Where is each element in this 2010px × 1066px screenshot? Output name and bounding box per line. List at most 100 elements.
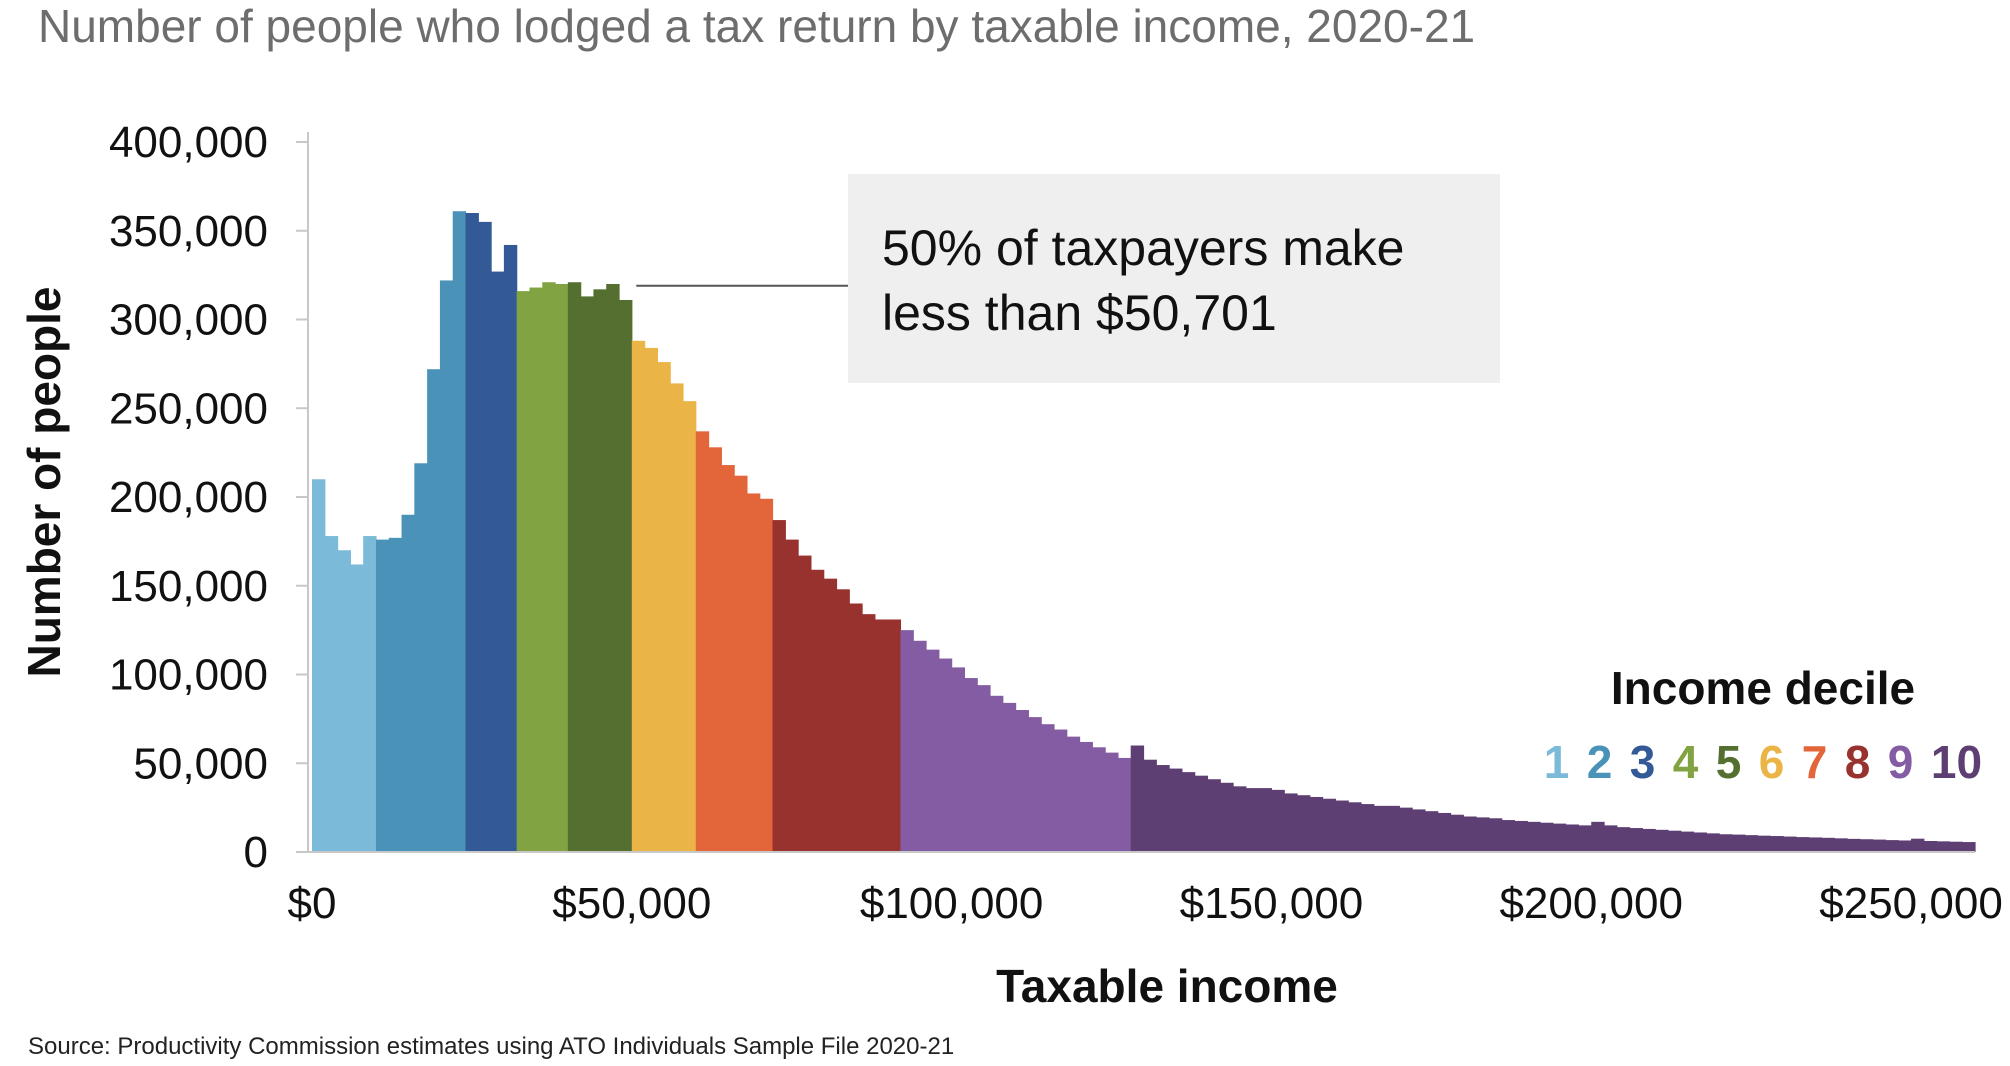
histogram-bar-110 <box>1719 834 1733 852</box>
histogram-bar-64 <box>1130 745 1145 852</box>
histogram-bar-128 <box>1949 841 1963 852</box>
y-tick-label-7: 350,000 <box>109 207 268 256</box>
source-note: Source: Productivity Commission estimate… <box>28 1033 954 1060</box>
legend-item-7: 7 <box>1802 736 1828 788</box>
histogram-bar-107 <box>1680 831 1695 852</box>
histogram-bar-122 <box>1872 839 1887 852</box>
histogram-bar-22 <box>593 289 607 852</box>
histogram-bar-91 <box>1476 817 1490 852</box>
x-tick-label-0: $0 <box>288 879 337 928</box>
histogram-bar-73 <box>1245 788 1260 852</box>
y-axis-title: Number of people <box>18 286 70 677</box>
histogram-bar-54 <box>1002 702 1017 852</box>
histogram-bar-113 <box>1757 835 1771 852</box>
histogram-bar-121 <box>1859 839 1874 852</box>
histogram-bar-105 <box>1655 829 1669 852</box>
histogram-bar-125 <box>1911 838 1925 852</box>
histogram-bar-95 <box>1527 821 1541 852</box>
histogram-bar-51 <box>964 678 978 852</box>
histogram-bar-90 <box>1463 816 1477 852</box>
histogram-bar-57 <box>1041 724 1055 852</box>
histogram-bar-97 <box>1552 823 1567 852</box>
legend-item-3: 3 <box>1630 736 1656 788</box>
legend-item-2: 2 <box>1587 736 1613 788</box>
histogram-bar-80 <box>1335 800 1349 852</box>
histogram-bar-35 <box>759 498 774 852</box>
histogram-bar-8 <box>414 463 428 852</box>
histogram-bar-93 <box>1501 820 1516 852</box>
histogram-bar-42 <box>849 603 863 852</box>
histogram-bar-48 <box>926 649 940 852</box>
y-tick-label-4: 200,000 <box>109 473 268 522</box>
histogram-bar-5 <box>375 539 390 852</box>
histogram-bar-85 <box>1399 807 1413 852</box>
histogram-bar-114 <box>1770 836 1784 852</box>
y-tick-label-6: 300,000 <box>109 296 268 345</box>
y-tick-label-2: 100,000 <box>109 651 268 700</box>
histogram-bar-16 <box>516 291 531 853</box>
histogram-bar-117 <box>1808 837 1823 852</box>
histogram-bar-24 <box>619 299 633 853</box>
histogram-bar-2 <box>337 550 351 852</box>
histogram-bar-111 <box>1731 834 1746 852</box>
histogram-bar-104 <box>1642 828 1656 852</box>
legend-title: Income decile <box>1611 662 1915 714</box>
y-tick-label-3: 150,000 <box>109 562 268 611</box>
histogram-bar-43 <box>862 614 876 852</box>
histogram-bar-20 <box>567 282 582 853</box>
histogram-bar-94 <box>1514 820 1528 852</box>
y-tick-label-1: 50,000 <box>133 739 268 788</box>
histogram-bar-27 <box>657 362 671 852</box>
histogram-bar-88 <box>1437 812 1452 852</box>
histogram-bar-36 <box>772 520 786 852</box>
x-tick-label-3: $150,000 <box>1180 879 1364 928</box>
legend-item-6: 6 <box>1759 736 1785 788</box>
histogram-bar-103 <box>1629 828 1643 852</box>
legend-item-10: 10 <box>1931 736 1982 788</box>
x-tick-label-4: $200,000 <box>1499 879 1683 928</box>
histogram-bar-102 <box>1616 827 1631 852</box>
histogram-bar-77 <box>1297 795 1311 852</box>
histogram-bar-15 <box>503 244 518 852</box>
histogram-bar-101 <box>1604 825 1618 852</box>
annotation-line-2: less than $50,701 <box>882 285 1277 341</box>
histogram-bar-47 <box>913 640 927 852</box>
histogram-bar-98 <box>1565 824 1580 852</box>
histogram-bar-69 <box>1194 775 1209 852</box>
histogram-bar-17 <box>529 287 543 852</box>
histogram-bar-79 <box>1322 798 1336 852</box>
histogram-bar-40 <box>823 578 838 852</box>
histogram-bar-72 <box>1233 786 1247 852</box>
histogram-bar-86 <box>1412 809 1426 852</box>
histogram-bar-49 <box>938 658 953 852</box>
histogram-bar-106 <box>1667 830 1682 852</box>
x-tick-label-5: $250,000 <box>1819 879 2003 928</box>
histogram-bar-129 <box>1962 842 1976 852</box>
histogram-bar-127 <box>1936 841 1951 852</box>
histogram-bar-46 <box>900 630 914 852</box>
histogram-bar-10 <box>439 280 454 852</box>
histogram-bar-11 <box>452 211 467 853</box>
histogram-bar-123 <box>1885 840 1899 852</box>
histogram-bar-39 <box>810 569 825 852</box>
legend-item-4: 4 <box>1673 736 1699 788</box>
histogram-bar-61 <box>1092 747 1106 852</box>
histogram-bar-37 <box>785 539 799 852</box>
histogram-bar-28 <box>670 383 684 852</box>
histogram-bar-59 <box>1066 736 1081 852</box>
histogram-bar-71 <box>1220 782 1234 852</box>
histogram-bar-87 <box>1424 811 1439 852</box>
legend-item-1: 1 <box>1544 736 1570 788</box>
histogram-bar-23 <box>606 284 620 852</box>
histogram-bar-55 <box>1015 710 1029 852</box>
histogram-bar-52 <box>977 685 991 852</box>
histogram-bar-112 <box>1744 835 1759 852</box>
histogram-bar-33 <box>734 475 748 852</box>
histogram-bar-124 <box>1898 840 1912 852</box>
histogram-bar-26 <box>644 347 658 852</box>
histogram-bar-78 <box>1309 796 1324 852</box>
histogram-bar-82 <box>1360 804 1375 852</box>
x-axis-title: Taxable income <box>996 960 1338 1012</box>
histogram-bar-108 <box>1693 832 1707 852</box>
